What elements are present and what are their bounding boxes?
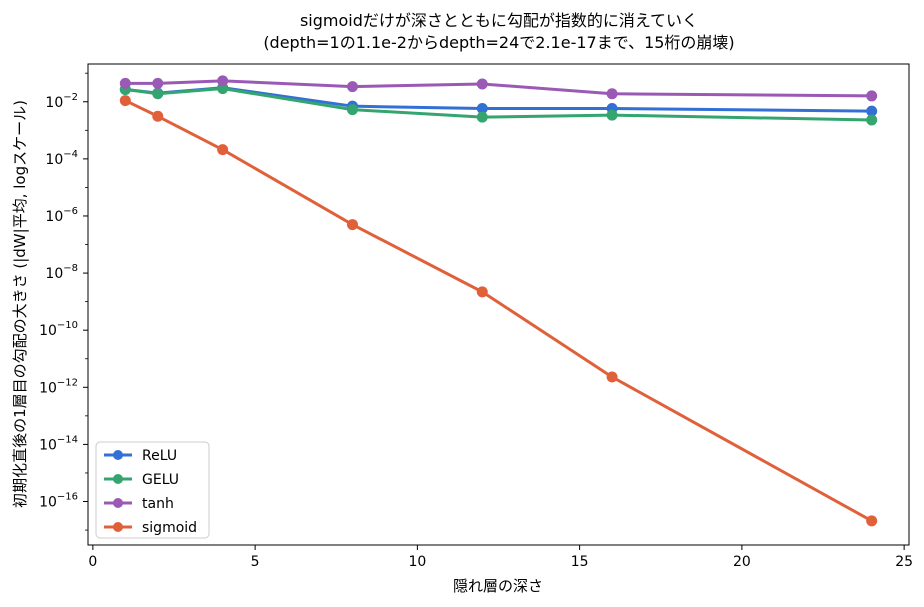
y-tick-base: 10 bbox=[39, 323, 57, 339]
data-point bbox=[217, 144, 229, 156]
y-tick-label: 10−12 bbox=[39, 377, 78, 396]
y-tick-base: 10 bbox=[39, 380, 57, 396]
y-tick-label: 10−10 bbox=[39, 320, 78, 339]
y-tick-base: 10 bbox=[45, 152, 63, 168]
legend-swatch-marker bbox=[113, 498, 123, 508]
chart-title-line-1: sigmoidだけが深さとともに勾配が指数的に消えていく bbox=[300, 11, 698, 30]
legend-item: GELU bbox=[104, 472, 179, 488]
y-tick-exponent: −6 bbox=[63, 206, 78, 217]
y-tick-exponent: −8 bbox=[63, 263, 78, 274]
y-tick-label: 10−6 bbox=[45, 206, 78, 225]
data-point bbox=[217, 83, 229, 95]
chart-title-line-2: (depth=1の1.1e-2からdepth=24で2.1e-17まで、15桁の… bbox=[263, 33, 734, 52]
y-tick-label: 10−2 bbox=[45, 92, 78, 111]
data-point bbox=[152, 88, 164, 100]
y-tick-exponent: −10 bbox=[57, 320, 78, 331]
legend-label: tanh bbox=[142, 496, 174, 512]
x-tick-label: 15 bbox=[571, 554, 589, 570]
data-point bbox=[476, 78, 488, 90]
axes: 0 5 10 15 20 2510−210−410−610−810−1010−1210−1… bbox=[39, 72, 913, 570]
y-tick-base: 10 bbox=[45, 209, 63, 225]
data-point bbox=[346, 81, 358, 93]
y-tick-exponent: −16 bbox=[57, 492, 78, 503]
legend-swatch-marker bbox=[113, 522, 123, 532]
x-tick-label: 20 bbox=[733, 554, 751, 570]
plot-frame bbox=[87, 63, 910, 546]
data-point bbox=[476, 103, 488, 115]
series-relu bbox=[119, 82, 878, 117]
data-point bbox=[346, 104, 358, 116]
data-point bbox=[217, 75, 229, 87]
legend-label: GELU bbox=[142, 472, 179, 488]
data-point bbox=[346, 219, 358, 231]
data-point bbox=[152, 110, 164, 122]
data-point bbox=[866, 105, 878, 117]
x-axis-label: 隠れ層の深さ bbox=[453, 577, 543, 595]
legend-label: sigmoid bbox=[142, 520, 197, 536]
y-tick-base: 10 bbox=[39, 437, 57, 453]
y-tick-exponent: −12 bbox=[57, 377, 78, 388]
y-axis-label: 初期化直後の1層目の勾配の大きさ (|dW|平均, logスケール) bbox=[11, 100, 29, 508]
data-point bbox=[866, 90, 878, 102]
series-line bbox=[123, 87, 874, 122]
plot-area bbox=[119, 75, 878, 527]
legend: ReLU GELU tanh sigmoid bbox=[95, 441, 210, 539]
y-tick-base: 10 bbox=[45, 266, 63, 282]
legend-swatch-marker bbox=[113, 474, 123, 484]
y-tick-base: 10 bbox=[45, 95, 63, 111]
y-tick-label: 10−8 bbox=[45, 263, 78, 282]
data-point bbox=[866, 114, 878, 126]
series-line bbox=[123, 99, 874, 523]
legend-swatch-marker bbox=[113, 450, 123, 460]
data-point bbox=[476, 111, 488, 123]
y-tick-base: 10 bbox=[39, 495, 57, 511]
x-tick-label: 0 bbox=[88, 554, 97, 570]
y-tick-exponent: −14 bbox=[57, 434, 78, 445]
data-point bbox=[119, 95, 131, 107]
data-point bbox=[606, 371, 618, 383]
data-point bbox=[866, 515, 878, 527]
series-sigmoid bbox=[119, 95, 878, 527]
y-tick-label: 10−16 bbox=[39, 492, 78, 511]
data-point bbox=[119, 77, 131, 89]
data-point bbox=[476, 286, 488, 298]
chart-title: sigmoidだけが深さとともに勾配が指数的に消えていく (depth=1の1.… bbox=[263, 11, 734, 52]
series-gelu bbox=[119, 83, 878, 126]
series-tanh bbox=[119, 75, 878, 102]
legend-item: tanh bbox=[104, 496, 174, 512]
legend-item: sigmoid bbox=[104, 520, 197, 536]
x-tick-label: 10 bbox=[408, 554, 426, 570]
data-point bbox=[606, 88, 618, 100]
legend-box bbox=[95, 441, 210, 539]
y-tick-label: 10−4 bbox=[45, 149, 78, 168]
data-point bbox=[606, 109, 618, 121]
x-tick-label: 5 bbox=[251, 554, 260, 570]
legend-item: ReLU bbox=[104, 448, 177, 464]
legend-label: ReLU bbox=[142, 448, 177, 464]
data-point bbox=[152, 77, 164, 89]
y-tick-label: 10−14 bbox=[39, 434, 78, 453]
y-tick-exponent: −4 bbox=[63, 149, 78, 160]
y-tick-exponent: −2 bbox=[63, 92, 78, 103]
x-tick-label: 25 bbox=[895, 554, 913, 570]
